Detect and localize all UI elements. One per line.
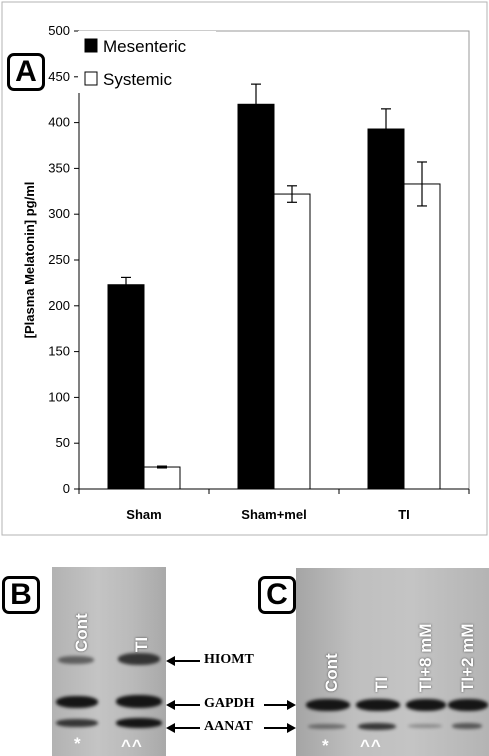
x-tick-label: TI	[398, 507, 410, 522]
bar-mesenteric-sham	[107, 284, 145, 490]
lane-c-ti8: TI+8 mM	[416, 623, 435, 693]
band-c-aanat-ti	[358, 723, 396, 730]
x-tick-label: Sham	[126, 507, 161, 522]
y-tick-label: 450	[48, 69, 70, 84]
arrow-left-icon	[166, 656, 175, 666]
band-b-hiomt-cont	[58, 656, 94, 664]
band-b-aanat-cont	[56, 719, 98, 727]
band-c-aanat-cont	[308, 724, 346, 729]
y-tick-label: 150	[48, 344, 70, 359]
legend: Mesenteric Systemic	[78, 31, 216, 93]
legend-swatch-mesenteric	[84, 38, 98, 53]
bar-chart: 0 50 100 150 200 250 300 350 400 450 500 Sham Sham+…	[1, 1, 488, 536]
band-c-gapdh-ti8	[406, 699, 446, 711]
legend-swatch-systemic	[84, 71, 98, 86]
panel-b-badge: B	[2, 576, 40, 614]
y-tick-label: 400	[48, 115, 70, 130]
x-axis: Sham Sham+mel TI	[78, 488, 470, 522]
arrow-right-icon	[287, 700, 296, 710]
bar-mesenteric-sham-mel	[237, 103, 275, 490]
bar-mesenteric-ti	[367, 128, 405, 490]
arrow-left-icon	[166, 700, 175, 710]
arrow-right-icon	[287, 723, 296, 733]
y-tick-label: 350	[48, 160, 70, 175]
mark-b-asterisk: *	[74, 734, 82, 753]
y-tick-label: 0	[63, 481, 70, 496]
band-b-hiomt-ti	[118, 653, 160, 665]
blot-b	[52, 567, 166, 756]
bars	[107, 83, 441, 490]
band-label-gapdh: GAPDH	[204, 696, 255, 711]
band-arrows-b	[166, 656, 200, 733]
panel-a-badge: A	[7, 53, 45, 91]
band-label-aanat: AANAT	[204, 719, 253, 734]
y-tick-label: 100	[48, 389, 70, 404]
lane-c-ti: TI	[372, 676, 391, 692]
lane-b-cont: Cont	[72, 613, 91, 652]
lane-c-cont: Cont	[322, 653, 341, 692]
arrow-left-icon	[166, 723, 175, 733]
bar-systemic-sham	[143, 466, 181, 490]
band-c-gapdh-cont	[306, 699, 350, 711]
y-tick-label: 300	[48, 206, 70, 221]
chart-frame	[1, 1, 488, 536]
band-label-hiomt: HIOMT	[204, 652, 254, 667]
legend-label-mesenteric: Mesenteric	[103, 37, 187, 56]
band-c-gapdh-ti2	[448, 699, 488, 711]
band-b-gapdh-cont	[56, 696, 98, 708]
mark-c-caret: ^^	[360, 736, 382, 755]
x-tick-label: Sham+mel	[241, 507, 306, 522]
band-b-gapdh-ti	[116, 695, 162, 708]
band-c-gapdh-ti	[356, 699, 400, 711]
mark-b-caret: ^^	[121, 736, 143, 755]
lane-b-ti: TI	[132, 636, 151, 652]
band-b-aanat-ti	[116, 718, 162, 728]
y-axis-label: [Plasma Melatonin] pg/ml	[22, 182, 37, 339]
y-axis: 0 50 100 150 200 250 300 350 400 450 500	[48, 23, 80, 496]
blot-c	[296, 568, 489, 756]
legend-label-systemic: Systemic	[103, 70, 172, 89]
band-c-aanat-ti8	[408, 724, 442, 728]
mark-c-asterisk: *	[322, 736, 330, 755]
lane-c-ti2: TI+2 mM	[458, 623, 477, 693]
y-tick-label: 500	[48, 23, 70, 38]
bar-systemic-sham-mel	[273, 193, 311, 490]
y-tick-label: 50	[56, 435, 70, 450]
y-tick-label: 200	[48, 298, 70, 313]
band-c-aanat-ti2	[452, 723, 482, 729]
y-tick-label: 250	[48, 252, 70, 267]
band-arrows-c	[264, 700, 296, 733]
bar-systemic-ti	[403, 183, 441, 490]
panel-c-badge: C	[258, 576, 296, 614]
